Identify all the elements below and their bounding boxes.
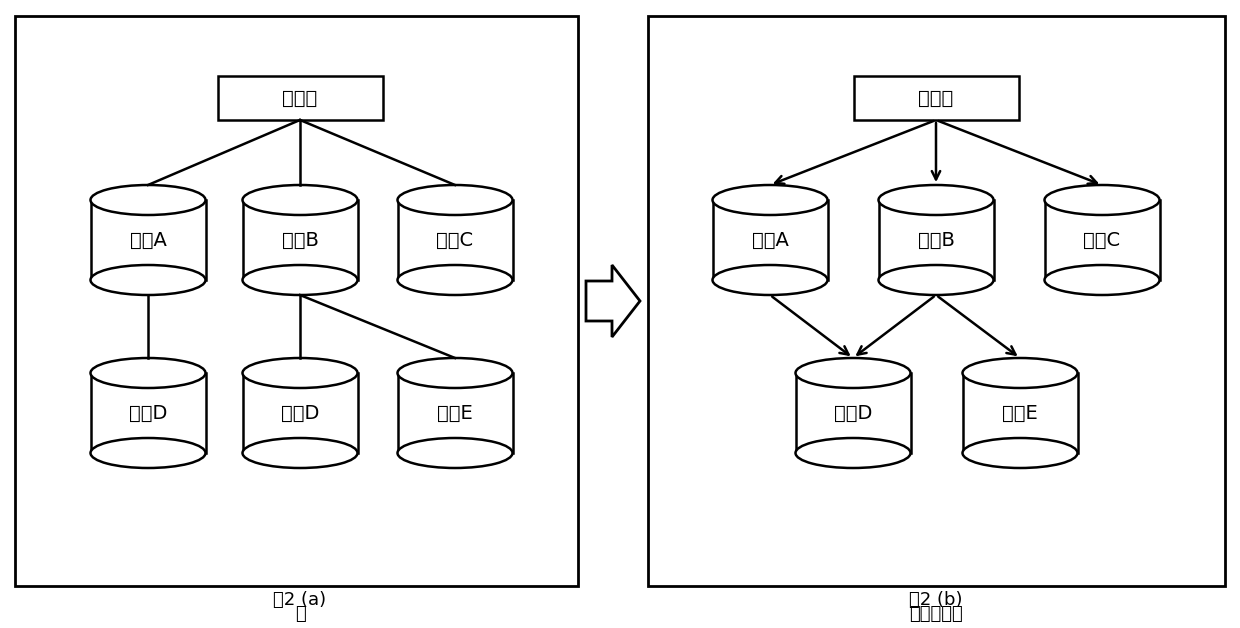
Ellipse shape xyxy=(796,438,910,468)
Ellipse shape xyxy=(398,358,512,388)
FancyBboxPatch shape xyxy=(15,16,578,586)
Ellipse shape xyxy=(878,185,993,215)
Ellipse shape xyxy=(91,358,206,388)
FancyBboxPatch shape xyxy=(398,373,512,453)
FancyBboxPatch shape xyxy=(91,373,206,453)
Text: 图2 (b): 图2 (b) xyxy=(909,591,962,609)
Text: 容器D: 容器D xyxy=(833,404,872,423)
FancyBboxPatch shape xyxy=(217,76,382,120)
Ellipse shape xyxy=(962,438,1078,468)
Text: 容器A: 容器A xyxy=(129,230,166,249)
FancyBboxPatch shape xyxy=(398,200,512,280)
Text: 容器D: 容器D xyxy=(129,404,167,423)
Text: 容器A: 容器A xyxy=(751,230,789,249)
Ellipse shape xyxy=(1044,185,1159,215)
Ellipse shape xyxy=(91,438,206,468)
Polygon shape xyxy=(587,265,640,337)
Ellipse shape xyxy=(243,358,357,388)
Text: 内容名: 内容名 xyxy=(919,89,954,107)
Text: 容器E: 容器E xyxy=(1002,404,1038,423)
FancyBboxPatch shape xyxy=(878,200,993,280)
Text: 容器C: 容器C xyxy=(436,230,474,249)
FancyBboxPatch shape xyxy=(91,200,206,280)
Ellipse shape xyxy=(243,438,357,468)
FancyBboxPatch shape xyxy=(962,373,1078,453)
FancyBboxPatch shape xyxy=(853,76,1018,120)
Text: 容器B: 容器B xyxy=(918,230,955,249)
Ellipse shape xyxy=(796,358,910,388)
FancyBboxPatch shape xyxy=(649,16,1225,586)
Ellipse shape xyxy=(398,265,512,295)
Text: 容器E: 容器E xyxy=(438,404,472,423)
Ellipse shape xyxy=(91,265,206,295)
Ellipse shape xyxy=(1044,265,1159,295)
FancyBboxPatch shape xyxy=(796,373,910,453)
Text: 内容名: 内容名 xyxy=(283,89,317,107)
FancyBboxPatch shape xyxy=(713,200,827,280)
Ellipse shape xyxy=(243,265,357,295)
Ellipse shape xyxy=(713,185,827,215)
Ellipse shape xyxy=(962,358,1078,388)
Text: 容器B: 容器B xyxy=(281,230,319,249)
FancyBboxPatch shape xyxy=(243,373,357,453)
FancyBboxPatch shape xyxy=(243,200,357,280)
Text: 图2 (a): 图2 (a) xyxy=(274,591,326,609)
Ellipse shape xyxy=(243,185,357,215)
FancyBboxPatch shape xyxy=(1044,200,1159,280)
Ellipse shape xyxy=(713,265,827,295)
Ellipse shape xyxy=(398,185,512,215)
Text: 容器C: 容器C xyxy=(1084,230,1121,249)
Text: 容器D: 容器D xyxy=(280,404,319,423)
Ellipse shape xyxy=(91,185,206,215)
Text: 有向无环图: 有向无环图 xyxy=(909,605,963,623)
Ellipse shape xyxy=(398,438,512,468)
Text: 树: 树 xyxy=(295,605,305,623)
Ellipse shape xyxy=(878,265,993,295)
